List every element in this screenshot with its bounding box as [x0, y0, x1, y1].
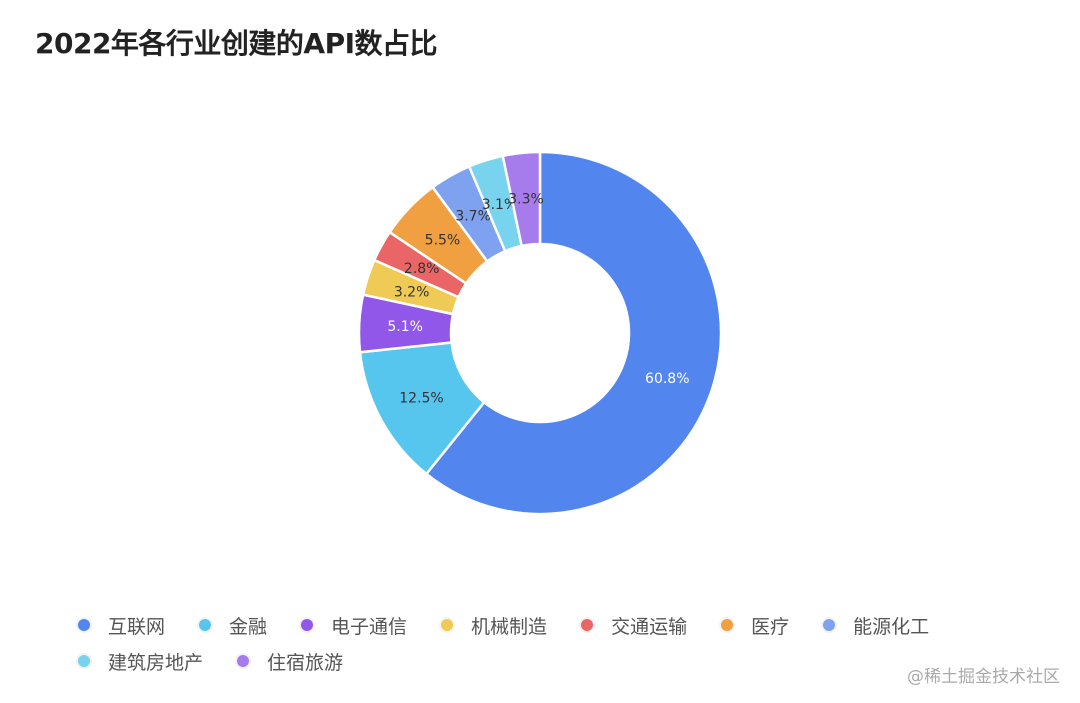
legend-item[interactable]: 建筑房地产	[78, 650, 204, 674]
data-label: 5.5%	[425, 233, 461, 249]
data-label: 3.1%	[482, 197, 518, 213]
data-label: 3.2%	[394, 284, 430, 300]
legend-dot-icon	[199, 619, 212, 631]
legend-dot-icon	[78, 619, 90, 631]
legend-label: 金融	[229, 615, 268, 638]
legend-item[interactable]: 交通运输	[581, 614, 688, 638]
legend-label: 机械制造	[471, 615, 548, 638]
legend-item[interactable]: 互联网	[78, 614, 166, 638]
slice-9[interactable]	[501, 150, 542, 248]
legend-label: 互联网	[108, 615, 166, 638]
legend-item[interactable]: 住宿旅游	[237, 650, 344, 674]
data-label: 12.5%	[399, 391, 443, 407]
legend-dot-icon	[823, 619, 836, 631]
data-label: 60.8%	[645, 371, 689, 387]
legend-item[interactable]: 电子通信	[301, 614, 408, 638]
legend-item[interactable]: 金融	[199, 614, 268, 638]
data-label: 2.8%	[404, 261, 440, 277]
legend-label: 能源化工	[853, 615, 930, 638]
legend-label: 交通运输	[611, 615, 688, 638]
legend-label: 医疗	[751, 615, 790, 638]
data-label: 3.3%	[508, 192, 544, 208]
legend-dot-icon	[237, 655, 250, 667]
legend-item[interactable]: 能源化工	[823, 614, 930, 638]
data-label: 3.7%	[455, 209, 491, 225]
legend-item[interactable]: 机械制造	[441, 614, 548, 638]
slice-1[interactable]	[424, 150, 723, 516]
legend-item[interactable]: 医疗	[721, 614, 790, 638]
watermark: @稀土掘金技术社区	[907, 667, 1060, 687]
chart-title: 2022年各行业创建的API数占比	[35, 27, 438, 60]
legend-label: 建筑房地产	[108, 651, 204, 674]
legend: 互联网 金融 电子通信 机械制造 交通运输 医疗 能源化工建筑房地产 住宿旅游	[78, 614, 1038, 674]
legend-dot-icon	[721, 619, 734, 631]
data-label: 5.1%	[387, 319, 423, 335]
legend-dot-icon	[581, 619, 594, 631]
legend-dot-icon	[301, 619, 314, 631]
legend-label: 电子通信	[331, 615, 408, 638]
legend-dot-icon	[441, 619, 454, 631]
legend-label: 住宿旅游	[267, 651, 344, 674]
legend-dot-icon	[78, 655, 90, 667]
